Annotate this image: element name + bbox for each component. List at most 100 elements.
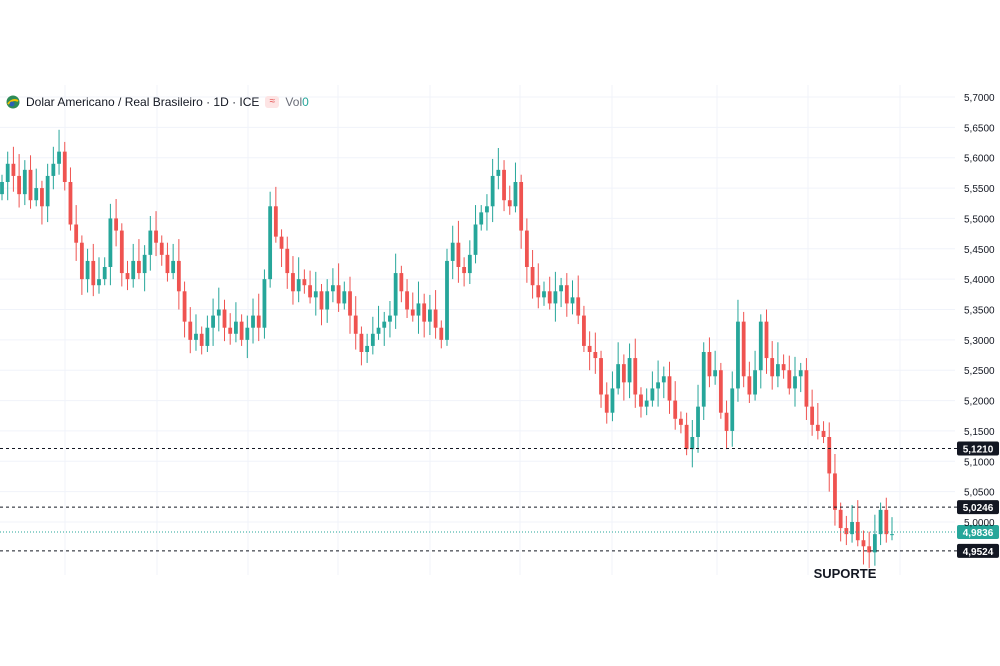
candle (513, 182, 518, 207)
candle (245, 327, 250, 340)
y-tick-label: 5,4500 (964, 245, 995, 256)
candle (610, 388, 615, 413)
candle (11, 163, 16, 176)
candle (268, 206, 273, 280)
candle (228, 327, 233, 334)
candle (365, 345, 370, 352)
y-tick-label: 5,5000 (964, 214, 995, 225)
candle (827, 437, 832, 474)
candle (0, 182, 4, 195)
candle (770, 358, 775, 377)
candle (507, 200, 512, 207)
candle (633, 358, 638, 395)
y-tick-label: 5,1500 (964, 427, 995, 438)
candle (701, 352, 706, 407)
candle (445, 260, 449, 340)
candle (68, 182, 73, 225)
candle (171, 260, 176, 274)
support-annotation: SUPORTE (814, 566, 877, 581)
candle (216, 309, 221, 316)
candle (40, 188, 44, 207)
candle (34, 188, 39, 201)
candle (313, 291, 318, 298)
candle (97, 279, 101, 286)
candle (490, 175, 495, 207)
candle (559, 285, 564, 292)
candle (844, 528, 849, 535)
candle (222, 309, 227, 328)
price-axis[interactable]: 5,7000 5,6500 5,6000 5,5500 5,5000 5,4500 5,40… (964, 93, 995, 529)
candle (815, 424, 820, 431)
candle (741, 321, 746, 377)
candle (485, 206, 489, 213)
candle (730, 388, 735, 431)
candle (530, 267, 535, 286)
candle (473, 224, 478, 255)
candle (793, 376, 797, 389)
price-levels[interactable]: 5,1210 5,0246 4,9524 4,9836 (0, 441, 999, 558)
candle (861, 540, 866, 547)
candle (85, 260, 90, 280)
candle (131, 260, 136, 280)
candle (456, 242, 461, 267)
candle (570, 297, 575, 304)
wave-icon[interactable]: ≈ (265, 96, 280, 108)
candle (234, 321, 238, 334)
price-level-label: 5,1210 (963, 445, 994, 456)
candle (142, 254, 147, 274)
candle (416, 303, 421, 316)
flag-icon (6, 95, 20, 109)
candle (781, 364, 786, 371)
candle (302, 279, 307, 286)
candle (165, 254, 170, 274)
candle (342, 291, 347, 304)
candle (878, 509, 883, 535)
candle (359, 333, 364, 352)
candle (137, 260, 141, 274)
chart-legend[interactable]: Dolar Americano / Real Brasileiro · 1D ·… (6, 94, 309, 110)
y-tick-label: 5,3000 (964, 336, 995, 347)
candle (707, 352, 712, 377)
candle (182, 291, 187, 322)
candle (330, 285, 335, 292)
candle (205, 327, 210, 346)
candle (22, 169, 27, 195)
y-tick-label: 5,1000 (964, 457, 995, 468)
candle (382, 321, 387, 328)
candle (576, 297, 581, 316)
candle (79, 242, 84, 280)
candle (114, 218, 119, 231)
price-level-tag (957, 441, 999, 456)
y-tick-label: 5,7000 (964, 93, 995, 104)
candle (542, 291, 546, 298)
candle (296, 279, 301, 292)
candle (239, 321, 244, 340)
candle (564, 285, 569, 304)
symbol-title: Dolar Americano / Real Brasileiro · 1D ·… (26, 95, 260, 109)
candle (718, 370, 723, 413)
price-level-label: 4,9524 (963, 547, 994, 558)
candle (616, 364, 621, 389)
candle (661, 376, 666, 383)
current-price-tag (957, 524, 999, 539)
candle (450, 242, 455, 261)
candle (45, 175, 50, 207)
candle (821, 430, 826, 437)
candle (291, 273, 295, 292)
candles[interactable] (0, 129, 894, 569)
candle (747, 376, 752, 395)
candle (462, 267, 467, 274)
candle (519, 182, 524, 231)
candle (890, 534, 894, 536)
candle (524, 230, 529, 267)
y-tick-label: 5,6500 (964, 123, 995, 134)
price-level-tag (957, 543, 999, 558)
candle (308, 285, 312, 298)
candle (319, 291, 324, 310)
candle (74, 224, 79, 243)
candle (28, 169, 33, 201)
candle (667, 376, 672, 401)
candle (787, 370, 792, 389)
candle (593, 352, 598, 359)
